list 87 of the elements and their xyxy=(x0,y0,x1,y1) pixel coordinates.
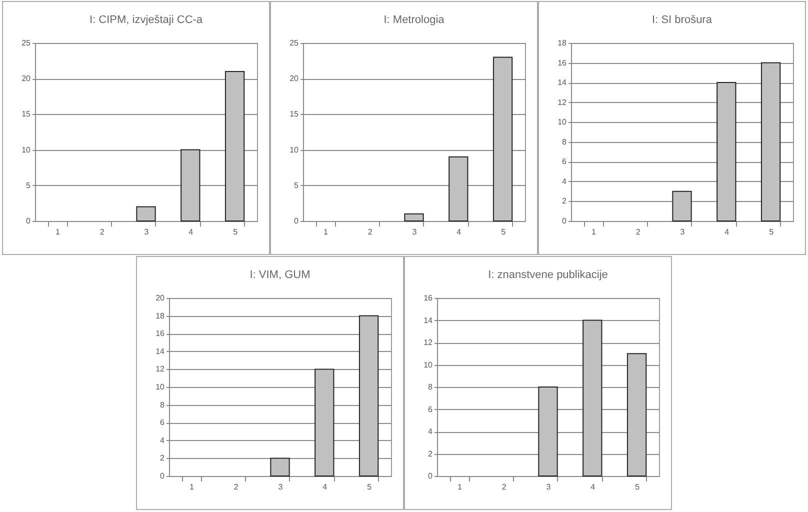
bar xyxy=(314,368,334,476)
bar xyxy=(760,62,781,222)
y-tick-label: 16 xyxy=(558,58,568,68)
bar xyxy=(180,149,200,222)
chart-title: I: CIPM, izvještaji CC-a xyxy=(89,14,204,26)
y-tick-label: 2 xyxy=(562,196,568,206)
y-tick-label: 15 xyxy=(22,110,32,119)
y-tick-label: 20 xyxy=(290,74,300,84)
y-tick-label: 6 xyxy=(562,157,568,166)
x-tick-label: 4 xyxy=(456,228,462,236)
y-tick-label: 5 xyxy=(26,180,32,190)
y-tick-label: 0 xyxy=(294,216,300,226)
y-tick-label: 8 xyxy=(160,400,166,410)
y-tick-label: 2 xyxy=(160,454,166,463)
x-tick-label: 1 xyxy=(189,482,194,492)
bar xyxy=(538,386,558,476)
y-tick-label: 10 xyxy=(558,118,568,127)
y-tick-label: 14 xyxy=(558,78,568,88)
bar xyxy=(404,213,424,222)
bar xyxy=(270,458,290,476)
y-tick-label: 6 xyxy=(428,404,434,414)
y-tick-label: 0 xyxy=(562,216,568,226)
y-tick-label: 14 xyxy=(156,346,166,356)
y-tick-label: 25 xyxy=(290,38,300,48)
chart-title: I: Metrologia xyxy=(384,14,446,26)
x-tick-label: 2 xyxy=(368,228,373,236)
y-tick-label: 20 xyxy=(22,74,32,84)
y-tick-label: 15 xyxy=(290,110,300,119)
y-tick-label: 16 xyxy=(424,294,434,302)
x-tick-label: 3 xyxy=(680,228,686,236)
y-tick-label: 10 xyxy=(156,382,166,392)
x-tick-label: 4 xyxy=(590,482,596,492)
y-tick-label: 14 xyxy=(424,316,434,325)
y-tick-label: 12 xyxy=(424,338,434,347)
bar xyxy=(672,190,692,222)
y-tick-label: 6 xyxy=(160,418,166,428)
chart-title: I: VIM, GUM xyxy=(250,269,310,281)
y-tick-label: 0 xyxy=(160,472,166,480)
y-tick-label: 4 xyxy=(160,436,166,445)
x-tick-label: 4 xyxy=(188,228,194,236)
y-tick-label: 10 xyxy=(424,360,434,370)
bar xyxy=(224,70,245,222)
x-tick-label: 3 xyxy=(546,482,552,492)
y-tick-label: 12 xyxy=(156,364,166,374)
y-tick-label: 25 xyxy=(22,38,32,48)
bar xyxy=(448,156,468,222)
x-tick-label: 2 xyxy=(234,482,239,492)
y-tick-label: 2 xyxy=(428,449,434,458)
x-tick-label: 3 xyxy=(144,228,150,236)
y-tick-label: 16 xyxy=(156,329,166,338)
x-tick-label: 5 xyxy=(769,228,774,236)
y-tick-label: 10 xyxy=(22,145,32,154)
y-tick-label: 18 xyxy=(156,311,166,320)
x-tick-label: 1 xyxy=(323,228,328,236)
chart-title: I: znanstvene publikacije xyxy=(488,269,608,281)
y-tick-label: 0 xyxy=(26,216,32,226)
y-tick-label: 18 xyxy=(558,38,568,48)
bar xyxy=(358,315,379,476)
x-tick-label: 5 xyxy=(233,228,238,236)
x-tick-label: 4 xyxy=(322,482,328,492)
chart-title: I: SI brošura xyxy=(652,14,713,26)
y-tick-label: 10 xyxy=(290,145,300,154)
bar xyxy=(492,56,513,222)
y-tick-label: 12 xyxy=(558,98,568,107)
x-tick-label: 1 xyxy=(591,228,596,236)
bar xyxy=(136,206,156,222)
x-tick-label: 5 xyxy=(501,228,506,236)
bar xyxy=(582,320,602,476)
y-tick-label: 8 xyxy=(562,137,568,146)
x-tick-label: 3 xyxy=(412,228,418,236)
y-tick-label: 5 xyxy=(294,180,300,190)
y-tick-label: 4 xyxy=(562,176,568,186)
x-tick-label: 3 xyxy=(278,482,284,492)
x-tick-label: 2 xyxy=(502,482,507,492)
x-tick-label: 4 xyxy=(724,228,730,236)
x-tick-label: 1 xyxy=(55,228,60,236)
bar xyxy=(716,82,736,222)
x-tick-label: 2 xyxy=(100,228,105,236)
x-tick-label: 5 xyxy=(635,482,640,492)
y-tick-label: 20 xyxy=(156,294,166,302)
x-tick-label: 5 xyxy=(367,482,372,492)
x-tick-label: 2 xyxy=(636,228,641,236)
y-tick-label: 4 xyxy=(428,427,434,436)
y-tick-label: 8 xyxy=(428,382,434,392)
y-tick-label: 0 xyxy=(428,472,434,480)
x-tick-label: 1 xyxy=(457,482,462,492)
bar xyxy=(626,353,647,476)
